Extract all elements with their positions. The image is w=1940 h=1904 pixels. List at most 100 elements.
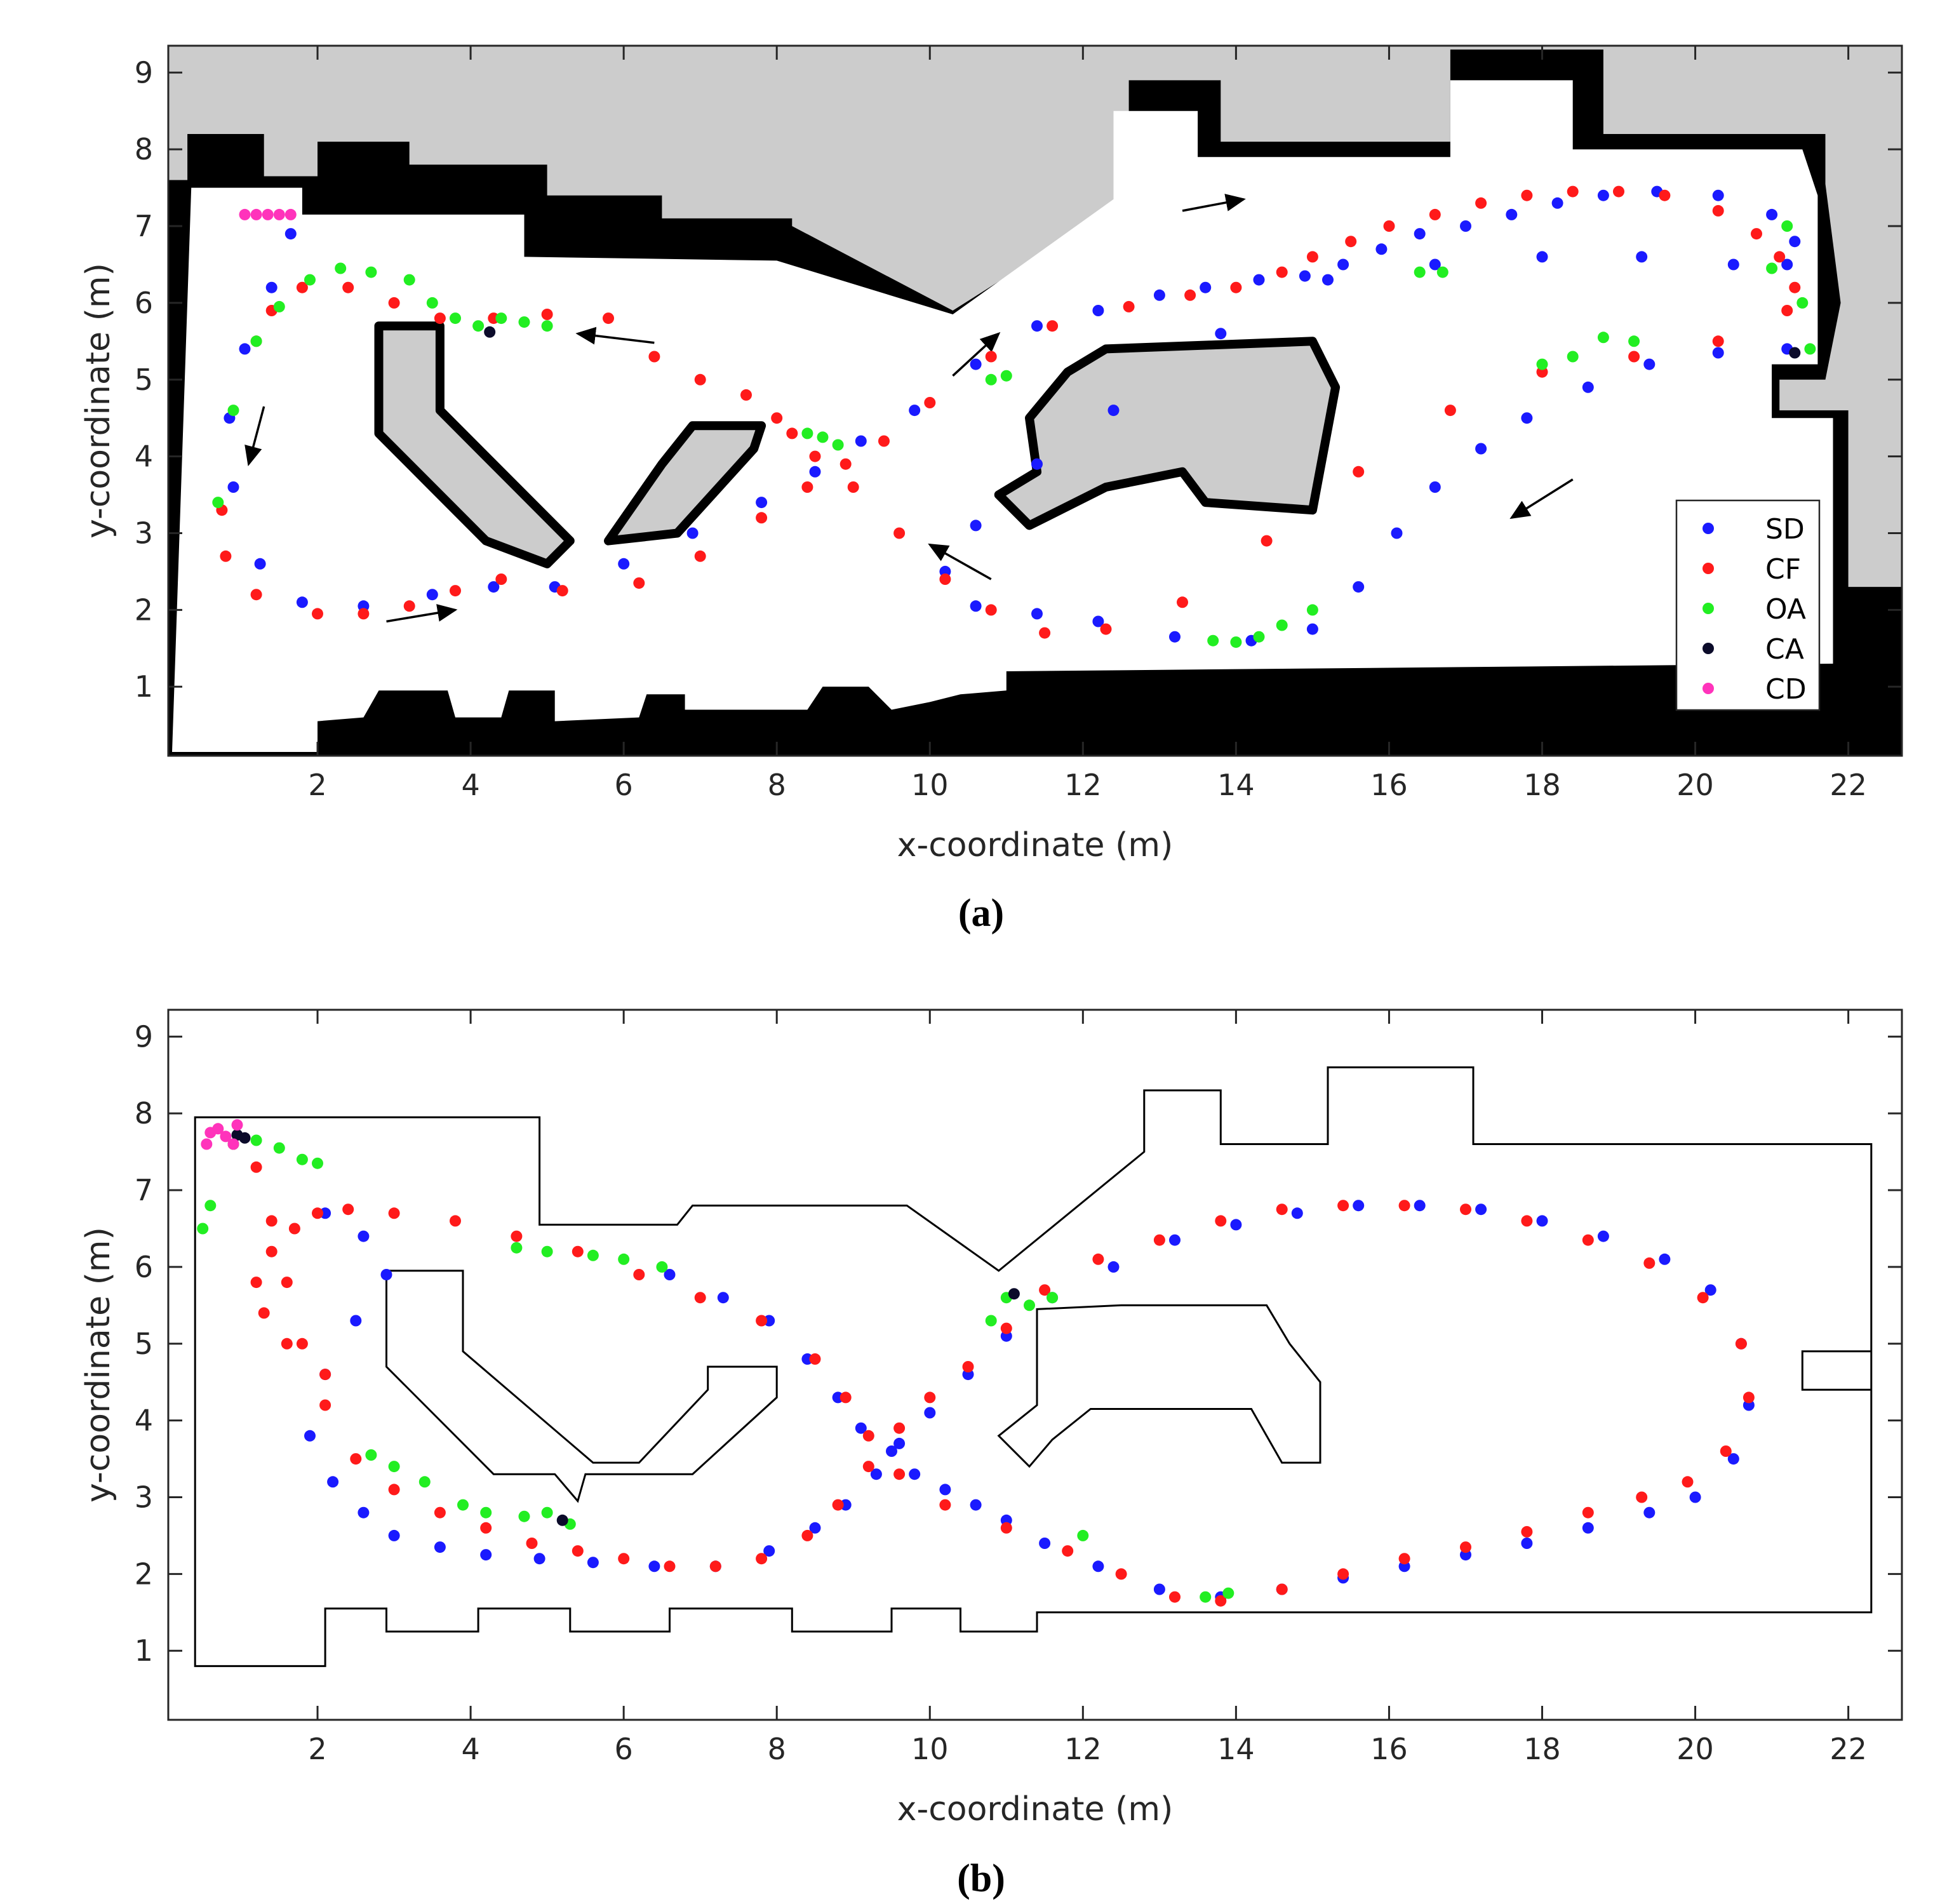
panel-b-point-cf (840, 1391, 852, 1404)
panel-b-point-cf (250, 1277, 262, 1289)
panel-b-point-cd (201, 1138, 213, 1150)
panel-b-point-oa (312, 1157, 323, 1169)
panel-b-point-cf (265, 1245, 278, 1257)
panel-a-point-sd (426, 589, 438, 601)
panel-a-point-oa (817, 431, 829, 443)
panel-b-caption-label: (b) (957, 1857, 1005, 1900)
panel-a-map-obstacle (994, 337, 1341, 530)
panel-b-point-cf (664, 1560, 676, 1572)
panel-b-trajectory-points (197, 1119, 1755, 1607)
panel-b-point-sd (587, 1557, 599, 1569)
panel-b-x-tick-label: 18 (1523, 1732, 1561, 1766)
panel-a-point-sd (686, 527, 699, 539)
panel-b-point-sd (434, 1541, 446, 1553)
panel-a-point-cf (1100, 623, 1112, 635)
panel-b-point-oa (1024, 1299, 1035, 1311)
panel-a-point-oa (227, 405, 239, 417)
panel-a-x-tick-label: 4 (461, 768, 479, 802)
panel-b-point-sd (304, 1430, 316, 1442)
panel-b-point-cf (250, 1161, 262, 1173)
panel-a-y-tick-label: 9 (135, 55, 153, 90)
panel-b-point-cf (1643, 1257, 1656, 1269)
panel-b-y-tick-label: 9 (135, 1019, 153, 1054)
panel-b-point-oa (418, 1476, 431, 1488)
panel-b-point-sd (327, 1476, 339, 1488)
panel-a-point-oa (1597, 332, 1609, 344)
panel-b-point-cf (1337, 1568, 1349, 1580)
panel-b-point-cf (832, 1499, 844, 1511)
panel-b-point-sd (1582, 1522, 1594, 1534)
panel-a-point-oa (450, 312, 461, 325)
legend-marker-cf (1703, 563, 1714, 574)
panel-a-point-cf (1276, 266, 1288, 278)
panel-b-point-sd (1727, 1453, 1739, 1465)
panel-a-point-sd (618, 558, 630, 570)
panel-a-point-sd (265, 281, 278, 293)
panel-a-point-cf (1261, 535, 1273, 547)
panel-a-map-free-space (172, 80, 1833, 752)
panel-a-point-oa (1306, 604, 1318, 616)
panel-a-point-oa (426, 297, 438, 309)
panel-b-x-tick-label: 12 (1064, 1732, 1102, 1766)
panel-b-point-cf (434, 1506, 446, 1519)
panel-a-point-oa (1414, 266, 1426, 278)
panel-b-point-oa (1047, 1292, 1059, 1304)
panel-a-point-sd (1429, 258, 1441, 271)
panel-b-point-sd (358, 1230, 370, 1242)
panel-a-point-cf (1383, 220, 1395, 232)
panel-a-point-oa (1253, 631, 1265, 643)
panel-a-point-cf (1567, 185, 1579, 198)
panel-a-point-oa (403, 274, 415, 286)
panel-a-point-oa (273, 300, 285, 312)
panel-a-point-cf (1613, 185, 1624, 198)
panel-b-point-sd (1689, 1491, 1701, 1503)
panel-a-point-oa (832, 439, 844, 451)
panel-a-point-sd (1337, 258, 1349, 271)
panel-b-point-oa (250, 1134, 262, 1146)
panel-b-point-cf (694, 1292, 706, 1304)
panel-b-y-tick-label: 5 (135, 1327, 153, 1361)
panel-a-point-sd (1789, 236, 1801, 248)
panel-a-direction-arrow (1509, 478, 1574, 520)
panel-b-point-cf (258, 1307, 270, 1319)
panel-a-point-cf (847, 481, 859, 493)
panel-a-point-cf (1712, 204, 1724, 217)
panel-b-point-cd (227, 1138, 239, 1150)
panel-a-point-sd (1460, 220, 1471, 232)
panel-a-point-sd (1353, 581, 1365, 593)
panel-a-point-cf (296, 281, 308, 293)
panel-b-point-cf (526, 1538, 538, 1549)
panel-b-point-cf (1215, 1595, 1227, 1607)
panel-b-point-sd (1353, 1200, 1365, 1212)
panel-a-point-cf (1659, 189, 1671, 201)
panel-b-point-cf (511, 1230, 523, 1242)
panel-a-point-cf (220, 550, 232, 562)
panel-a-point-oa (472, 320, 485, 332)
panel-b-point-cf (1215, 1215, 1227, 1227)
panel-b-point-sd (1169, 1234, 1181, 1246)
panel-b-point-cf (572, 1245, 584, 1257)
panel-b-point-sd (388, 1529, 400, 1541)
panel-a-point-cf (1306, 251, 1318, 263)
panel-b-point-cf (1169, 1591, 1181, 1603)
panel-b-point-cf (862, 1461, 874, 1473)
panel-a-map-obstacle (604, 421, 766, 546)
panel-b-point-sd (1704, 1284, 1716, 1296)
panel-a-point-cf (771, 412, 783, 424)
panel-a-x-axis-label: x-coordinate (m) (897, 826, 1174, 864)
panel-b-point-oa (365, 1449, 377, 1461)
panel-b-point-cf (450, 1215, 461, 1227)
panel-b-point-oa (656, 1261, 668, 1273)
panel-a-point-sd (756, 497, 768, 509)
panel-b-point-cf (939, 1499, 951, 1511)
panel-b-point-oa (296, 1153, 308, 1165)
panel-a-point-sd (239, 343, 251, 355)
panel-b-point-sd (1230, 1219, 1242, 1231)
panel-b-point-cf (862, 1430, 874, 1442)
panel-b-x-tick-label: 10 (911, 1732, 949, 1766)
panel-b-point-cf (1276, 1203, 1288, 1216)
panel-a-point-oa (801, 427, 813, 439)
panel-a-point-oa (1536, 358, 1548, 370)
panel-b-y-tick-label: 3 (135, 1480, 153, 1514)
